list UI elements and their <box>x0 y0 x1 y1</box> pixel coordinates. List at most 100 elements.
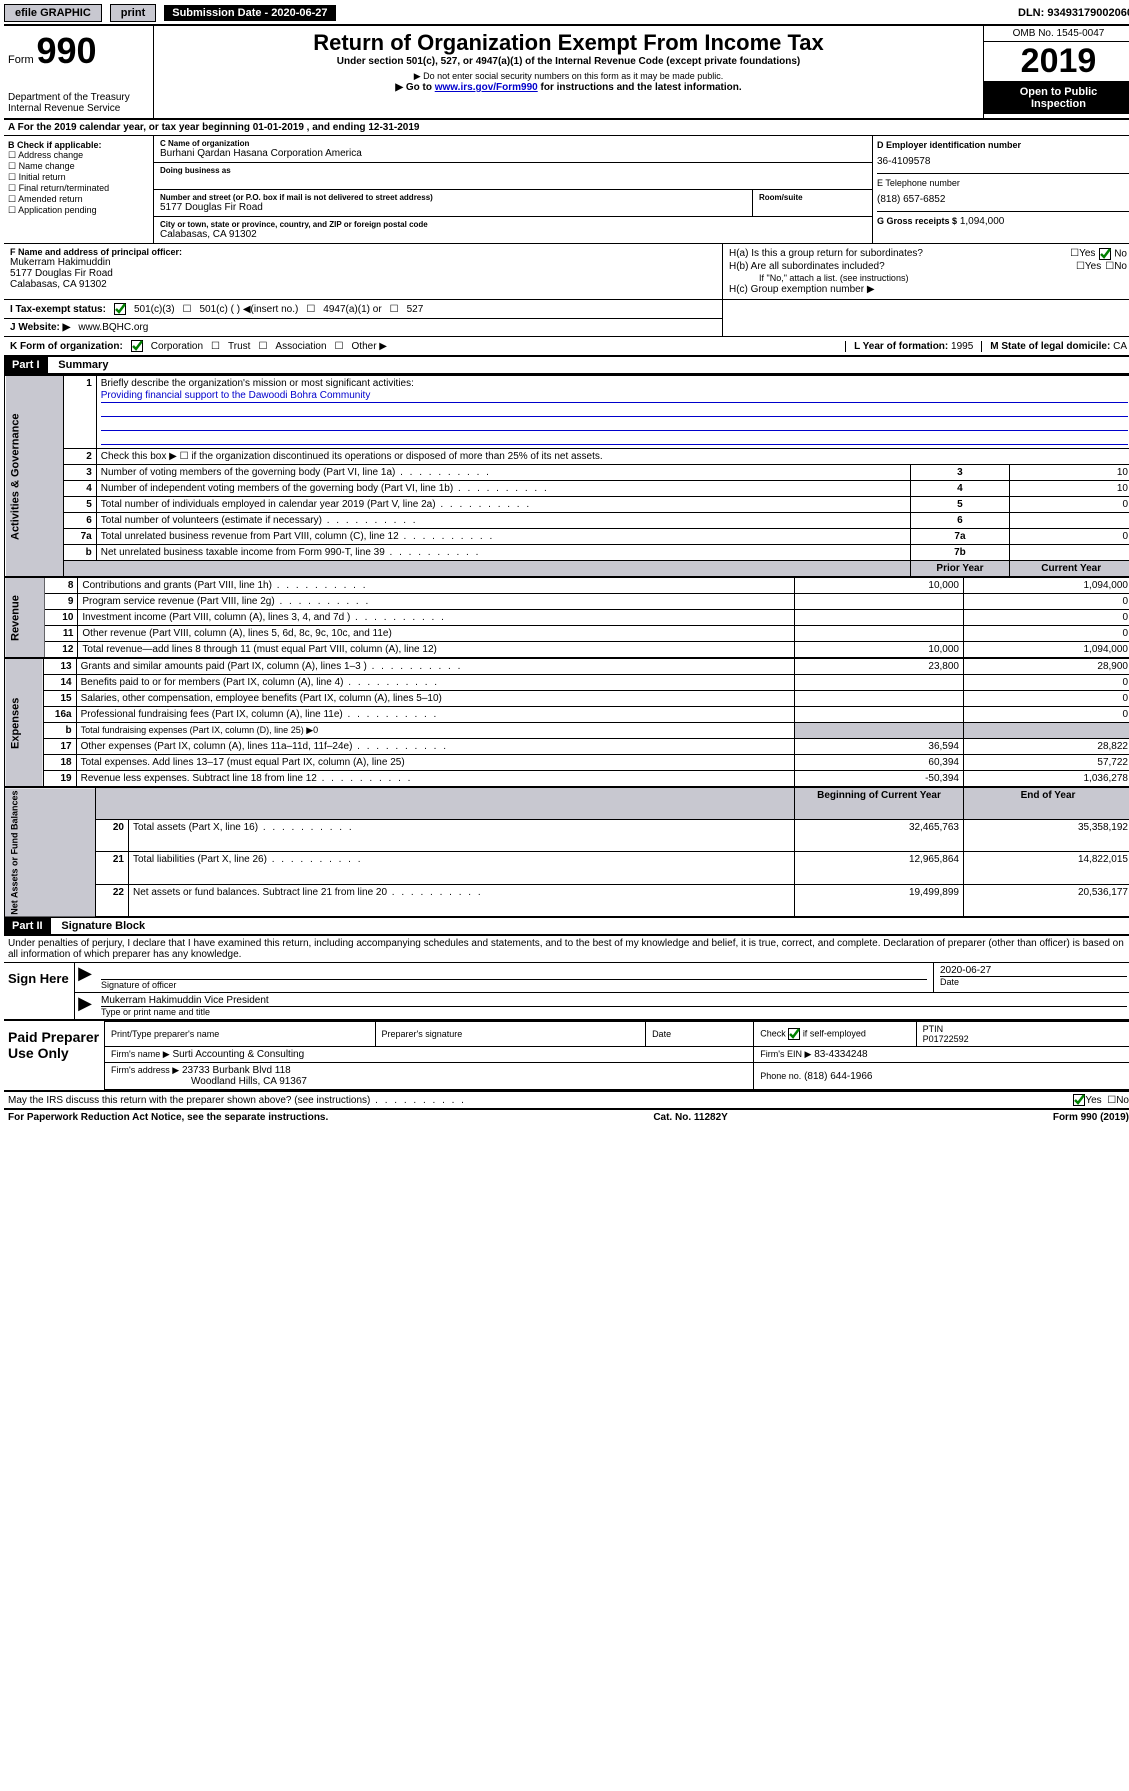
footer-center: Cat. No. 11282Y <box>653 1112 727 1123</box>
firm-name-value: Surti Accounting & Consulting <box>172 1049 304 1060</box>
col-end-year: End of Year <box>964 788 1129 820</box>
ha-yes[interactable]: Yes <box>1079 248 1095 259</box>
rev-prior-0: 10,000 <box>795 578 964 594</box>
line5-text: Total number of individuals employed in … <box>101 499 531 510</box>
ha-label: H(a) Is this a group return for subordin… <box>729 248 1066 260</box>
ssn-note: ▶ Do not enter social security numbers o… <box>162 71 975 82</box>
exp-n-0: 13 <box>43 659 76 675</box>
exp-prior-4-shaded <box>795 723 964 739</box>
phone-label: E Telephone number <box>877 178 1129 188</box>
exp-n-5: 17 <box>43 739 76 755</box>
opt-501c3[interactable]: 501(c)(3) <box>134 304 175 315</box>
chk-app-pending[interactable]: Application pending <box>18 205 97 215</box>
chk-amended[interactable]: Amended return <box>18 194 83 204</box>
box-b: B Check if applicable: ☐ Address change … <box>4 136 154 243</box>
row-fh: F Name and address of principal officer:… <box>4 244 1129 300</box>
sig-date-label: Date <box>940 976 1127 987</box>
city-label: City or town, state or province, country… <box>160 220 866 229</box>
line4-text: Number of independent voting members of … <box>101 483 549 494</box>
col-begin-year: Beginning of Current Year <box>795 788 964 820</box>
print-button[interactable]: print <box>110 4 156 22</box>
na-curr-1: 14,822,015 <box>964 852 1129 884</box>
paid-preparer-label: Paid Preparer Use Only <box>4 1021 104 1090</box>
open-public-2: Inspection <box>988 98 1129 110</box>
opt-527[interactable]: 527 <box>407 304 424 315</box>
irs-link[interactable]: www.irs.gov/Form990 <box>435 82 538 93</box>
efile-button[interactable]: efile GRAPHIC <box>4 4 102 22</box>
hc-label: H(c) Group exemption number ▶ <box>729 284 875 295</box>
exp-prior-6: 60,394 <box>795 755 964 771</box>
rev-n-1: 9 <box>45 594 78 610</box>
chk-final-return[interactable]: Final return/terminated <box>19 183 110 193</box>
chk-name-change[interactable]: Name change <box>19 161 75 171</box>
arrow-icon: ▶ <box>75 993 95 1019</box>
room-suite-label: Room/suite <box>752 190 872 217</box>
checkmark-icon <box>131 340 143 352</box>
rev-text-3: Other revenue (Part VIII, column (A), li… <box>78 626 795 642</box>
ein-label: D Employer identification number <box>877 140 1129 150</box>
hb-no[interactable]: No <box>1114 261 1127 272</box>
box-7b: 7b <box>910 545 1010 561</box>
rev-text-4: Total revenue—add lines 8 through 11 (mu… <box>78 642 795 658</box>
chk-address-change[interactable]: Address change <box>18 150 83 160</box>
paid-preparer-section: Paid Preparer Use Only Print/Type prepar… <box>4 1021 1129 1092</box>
discuss-yes[interactable]: Yes <box>1085 1095 1101 1106</box>
hb-note: If "No," attach a list. (see instruction… <box>729 273 1127 283</box>
rev-text-1: Program service revenue (Part VIII, line… <box>82 596 370 607</box>
part1-title: Summary <box>50 357 116 373</box>
goto-pre: ▶ Go to <box>395 82 434 93</box>
firm-phone-value: (818) 644-1966 <box>804 1071 872 1082</box>
phone-value: (818) 657-6852 <box>877 194 1129 205</box>
rev-curr-4: 1,094,000 <box>964 642 1129 658</box>
firm-ein-value: 83-4334248 <box>814 1049 867 1060</box>
year-formation-value: 1995 <box>951 341 973 352</box>
box-b-title: B Check if applicable: <box>8 140 149 150</box>
exp-text-3: Professional fundraising fees (Part IX, … <box>81 709 439 720</box>
opt-trust[interactable]: Trust <box>228 341 250 352</box>
exp-n-1: 14 <box>43 675 76 691</box>
rev-n-0: 8 <box>45 578 78 594</box>
open-public-1: Open to Public <box>988 86 1129 98</box>
box-4: 4 <box>910 481 1010 497</box>
chk-initial-return[interactable]: Initial return <box>19 172 66 182</box>
na-n-0: 20 <box>96 820 129 852</box>
opt-other[interactable]: Other ▶ <box>352 341 387 352</box>
discuss-no[interactable]: No <box>1116 1095 1129 1106</box>
gross-receipts-label: G Gross receipts $ <box>877 216 957 226</box>
ha-no[interactable]: No <box>1114 249 1127 260</box>
sig-date-value: 2020-06-27 <box>940 965 1127 976</box>
dept-irs: Internal Revenue Service <box>8 103 149 114</box>
netassets-table: Net Assets or Fund Balances Beginning of… <box>4 787 1129 918</box>
org-address: 5177 Douglas Fir Road <box>160 202 746 213</box>
sig-name-value: Mukerram Hakimuddin Vice President <box>101 995 1127 1007</box>
na-prior-0: 32,465,763 <box>795 820 964 852</box>
submission-date: Submission Date - 2020-06-27 <box>164 5 335 21</box>
exp-text-0: Grants and similar amounts paid (Part IX… <box>81 661 463 672</box>
checkmark-icon <box>114 303 126 315</box>
checkmark-icon <box>788 1028 800 1040</box>
goto-post: for instructions and the latest informat… <box>541 82 742 93</box>
line3-text: Number of voting members of the governin… <box>101 467 491 478</box>
opt-corporation[interactable]: Corporation <box>151 341 203 352</box>
rev-curr-1: 0 <box>964 594 1129 610</box>
form-number: 990 <box>36 30 96 71</box>
perjury-statement: Under penalties of perjury, I declare th… <box>4 936 1129 963</box>
col-current-year: Current Year <box>1010 561 1129 577</box>
opt-501c[interactable]: 501(c) ( ) ◀(insert no.) <box>200 304 299 315</box>
val-3: 10 <box>1010 465 1129 481</box>
exp-prior-0: 23,800 <box>795 659 964 675</box>
line1-text: Briefly describe the organization's miss… <box>101 378 414 389</box>
firm-addr2-value: Woodland Hills, CA 91367 <box>111 1076 747 1087</box>
addr-label: Number and street (or P.O. box if mail i… <box>160 193 746 202</box>
exp-text-7: Revenue less expenses. Subtract line 18 … <box>81 773 413 784</box>
rev-text-2: Investment income (Part VIII, column (A)… <box>82 612 445 623</box>
exp-n-2: 15 <box>43 691 76 707</box>
opt-association[interactable]: Association <box>275 341 326 352</box>
part2-header: Part II <box>4 918 51 934</box>
exp-n-3: 16a <box>43 707 76 723</box>
rev-n-4: 12 <box>45 642 78 658</box>
officer-addr2: Calabasas, CA 91302 <box>10 279 716 290</box>
hb-yes[interactable]: Yes <box>1085 261 1101 272</box>
opt-4947[interactable]: 4947(a)(1) or <box>323 304 381 315</box>
sig-name-label: Type or print name and title <box>101 1007 1127 1017</box>
